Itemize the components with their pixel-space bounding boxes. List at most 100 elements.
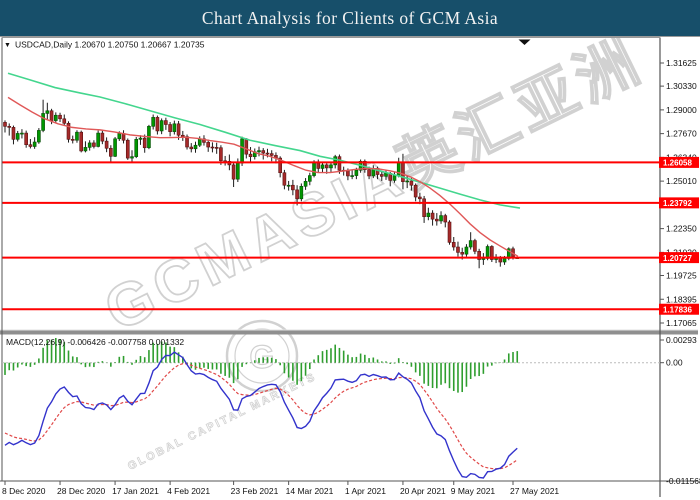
candle-bull xyxy=(54,114,58,121)
candle-bear xyxy=(125,139,130,159)
candle-bear xyxy=(109,147,113,157)
candle-bull xyxy=(333,156,338,166)
price-axis-label: 1.17065 xyxy=(666,318,697,328)
candle-bear xyxy=(176,123,181,136)
price-axis-label: 1.31625 xyxy=(666,58,697,68)
indicator-axis-label: 0.00 xyxy=(666,358,683,368)
price-line-tag-text: 1.20727 xyxy=(663,254,692,263)
candle-bull xyxy=(257,150,261,153)
support-resistance-lines[interactable] xyxy=(2,161,660,311)
candle-bull xyxy=(329,164,333,169)
candle-bull xyxy=(405,180,409,183)
candle-bear xyxy=(261,150,266,154)
time-axis-label: 17 Jan 2021 xyxy=(112,486,159,496)
candle-bear xyxy=(168,124,172,132)
candle-bear xyxy=(435,218,439,222)
candle-bear xyxy=(210,146,215,149)
candle-bear xyxy=(49,110,54,121)
candle-bull xyxy=(15,133,20,140)
time-axis-label: 28 Dec 2020 xyxy=(57,486,105,496)
candle-bull xyxy=(172,123,177,132)
candle-bear xyxy=(214,147,219,149)
price-axis-label: 1.25010 xyxy=(666,176,697,186)
candle-bull xyxy=(134,139,139,157)
price-axis-label: 1.18395 xyxy=(666,294,697,304)
candle-bear xyxy=(24,132,28,145)
candle-bull xyxy=(236,162,240,180)
candle-bull xyxy=(37,130,41,143)
candle-bull xyxy=(312,162,316,176)
candle-bear xyxy=(100,132,105,142)
price-scale[interactable]: 1.316251.303301.290001.276701.263401.250… xyxy=(659,58,699,328)
time-axis-label: 14 Mar 2021 xyxy=(286,486,334,496)
candle-bear xyxy=(206,142,211,148)
candle-bull xyxy=(464,246,469,255)
candle-bear xyxy=(282,172,287,186)
price-line-tag xyxy=(659,252,699,264)
candle-bear xyxy=(447,221,452,243)
candle-bull xyxy=(197,138,202,146)
candle-bear xyxy=(189,146,194,150)
time-axis-label: 9 May 2021 xyxy=(451,486,496,496)
candle-bear xyxy=(409,180,414,186)
candle-bull xyxy=(468,240,473,248)
candle-bear xyxy=(155,117,160,132)
candle-bear xyxy=(401,161,405,182)
time-axis-label: 27 May 2021 xyxy=(510,486,559,496)
candle-bear xyxy=(231,164,236,180)
price-axis-label: 1.19725 xyxy=(666,271,697,281)
candle-bear xyxy=(28,144,33,147)
candle-bull xyxy=(439,215,443,222)
watermark-emblem-circle xyxy=(225,319,299,393)
price-line-tag-text: 1.26058 xyxy=(663,159,692,168)
candle-bear xyxy=(269,153,274,156)
candle-bear xyxy=(430,212,435,220)
page-title: Chart Analysis for Clients of GCM Asia xyxy=(201,7,499,28)
candle-bear xyxy=(278,157,282,174)
candle-bear xyxy=(451,242,456,248)
time-scale[interactable]: 8 Dec 2020 28 Dec 2020 17 Jan 2021 4 Feb 20… xyxy=(2,481,559,496)
candle-bull xyxy=(308,175,312,182)
price-axis-label: 1.29000 xyxy=(666,105,697,115)
pane-separator[interactable] xyxy=(0,330,698,335)
indicator-axis-label: 0.00293 xyxy=(666,335,697,345)
price-line-tag-text: 1.17836 xyxy=(663,305,692,314)
candle-bear xyxy=(181,134,185,137)
candle-bull xyxy=(41,113,45,131)
symbol-collapse-icon[interactable]: ▼ xyxy=(4,42,11,49)
candle-bull xyxy=(354,169,359,176)
candle-bull xyxy=(320,164,325,169)
candle-bull xyxy=(138,137,143,140)
candle-bear xyxy=(367,169,371,177)
candle-bear xyxy=(219,147,223,162)
indicator-scale[interactable]: 0.00293 0.00 -0.011568 xyxy=(660,335,700,486)
candle-bear xyxy=(248,153,253,157)
candle-bear xyxy=(490,246,494,260)
ma-slow-line xyxy=(7,72,521,209)
candle-bull xyxy=(240,138,244,164)
candle-bear xyxy=(92,142,96,147)
chart-shift-marker[interactable] xyxy=(518,39,531,46)
candle-bear xyxy=(79,131,84,152)
indicator-axis-label: -0.011568 xyxy=(666,476,700,486)
time-axis-label: 4 Feb 2021 xyxy=(167,486,210,496)
price-axis-label: 1.27670 xyxy=(666,129,697,139)
candle-bull xyxy=(75,131,79,141)
candle-bear xyxy=(337,156,342,171)
time-axis-label: 20 Apr 2021 xyxy=(400,486,446,496)
candle-bear xyxy=(477,251,481,260)
candle-bear xyxy=(473,240,477,252)
candle-bull xyxy=(113,138,117,157)
watermark-text: GCMASIA英汇亚洲 xyxy=(94,37,653,344)
title-bar: Chart Analysis for Clients of GCM Asia xyxy=(0,0,700,37)
candle-bull xyxy=(299,186,304,200)
candle-bear xyxy=(142,137,147,149)
candle-bull xyxy=(87,142,92,148)
candle-bear xyxy=(104,140,109,149)
candle-bear xyxy=(324,164,329,169)
candle-bull xyxy=(303,181,308,187)
candle-bear xyxy=(413,184,418,198)
candle-bear xyxy=(443,215,448,223)
